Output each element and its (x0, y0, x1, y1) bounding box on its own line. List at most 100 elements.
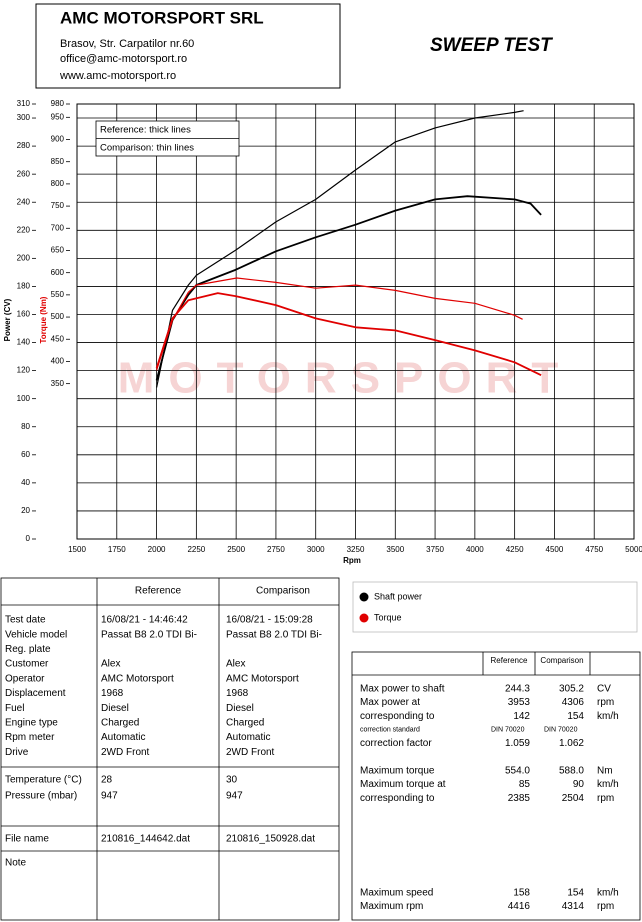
y-tick-label: 120 (17, 366, 31, 375)
y2-tick-label: 900 (51, 135, 65, 144)
x-tick-label: 3250 (347, 545, 365, 554)
x-axis-label: Rpm (343, 556, 361, 565)
cell-value: 2WD Front (226, 747, 275, 758)
cell-value: Automatic (226, 732, 270, 743)
row-label: Max power at (360, 697, 420, 708)
y-tick-label: 80 (21, 422, 30, 431)
cell-value: AMC Motorsport (101, 673, 174, 684)
y-tick-label: 200 (17, 253, 31, 262)
column-header: Comparison (256, 586, 310, 597)
y2-tick-label: 750 (51, 201, 65, 210)
cell-value: 4306 (562, 697, 585, 708)
row-label: Operator (5, 673, 45, 684)
cell-value: 2385 (508, 793, 531, 804)
curve (155, 195, 542, 381)
row-label: correction standard (360, 727, 420, 734)
unit: km/h (597, 888, 619, 899)
company: AMC MOTORSPORT SRL (60, 8, 264, 27)
cell-value: Passat B8 2.0 TDI Bi- (226, 629, 322, 640)
cell-value: 1968 (226, 688, 249, 699)
y-tick-label: 40 (21, 478, 30, 487)
x-tick-label: 4250 (506, 545, 524, 554)
cell-value: 16/08/21 - 15:09:28 (226, 615, 313, 626)
cell-value: Diesel (101, 703, 129, 714)
y2-tick-label: 800 (51, 179, 65, 188)
row-label: Maximum rpm (360, 901, 423, 912)
x-tick-label: 5000 (625, 545, 642, 554)
cell-value: Passat B8 2.0 TDI Bi- (101, 629, 197, 640)
x-tick-label: 1750 (108, 545, 126, 554)
y2-tick-label: 950 (51, 112, 65, 121)
row-label: corresponding to (360, 793, 435, 804)
cell-value: 4416 (508, 901, 531, 912)
cell-value: 554.0 (505, 766, 530, 777)
row-label: Maximum torque at (360, 779, 446, 790)
legend-label: Shaft power (374, 591, 422, 601)
cell-value: 244.3 (505, 684, 530, 695)
y-tick-label: 20 (21, 506, 30, 515)
y-tick-label: 240 (17, 197, 31, 206)
cell-value: Automatic (101, 732, 145, 743)
cell-value: DIN 70020 (544, 727, 578, 734)
cell-value: 1.059 (505, 738, 530, 749)
header-box (35, 3, 341, 89)
cell-value: 154 (567, 711, 584, 722)
y2-tick-label: 850 (51, 157, 65, 166)
cell-value: 142 (513, 711, 530, 722)
cell-value: 1968 (101, 688, 124, 699)
y2-tick-label: 450 (51, 334, 65, 343)
unit: CV (597, 684, 611, 695)
cell-value: Charged (101, 718, 139, 729)
unit: km/h (597, 779, 619, 790)
y2-tick-label: 400 (51, 357, 65, 366)
address: Brasov, Str. Carpatilor nr.60 (60, 38, 194, 50)
cell-value: 947 (101, 791, 118, 802)
curve (156, 277, 523, 371)
row-label: correction factor (360, 738, 432, 749)
row-label: Customer (5, 659, 49, 670)
cell-value: 158 (513, 888, 530, 899)
cell-value: 4314 (562, 901, 585, 912)
row-label: Pressure (mbar) (5, 791, 77, 802)
y-tick-label: 0 (26, 534, 31, 543)
column-header: Reference (491, 656, 528, 665)
x-tick-label: 4000 (466, 545, 484, 554)
cell-value: Diesel (226, 703, 254, 714)
row-label: Temperature (°C) (5, 775, 82, 786)
row-label: File name (5, 834, 49, 845)
column-header: Comparison (540, 656, 583, 665)
y-tick-label: 300 (17, 113, 31, 122)
row-label: Displacement (5, 688, 66, 699)
legend-swatch (359, 592, 369, 602)
unit: km/h (597, 711, 619, 722)
report-title: SWEEP TEST (430, 35, 553, 56)
y2-tick-label: 550 (51, 290, 65, 299)
watermark: MOTORSPORT (118, 354, 573, 403)
y2-tick-label: 500 (51, 312, 65, 321)
note: Comparison: thin lines (100, 143, 194, 154)
cell-value: 210816_144642.dat (101, 834, 190, 845)
cell-value: 305.2 (559, 684, 584, 695)
x-tick-label: 4500 (546, 545, 564, 554)
y-axis-label: Power (CV) (3, 298, 12, 341)
legend-label: Torque (374, 612, 402, 622)
row-label: Reg. plate (5, 644, 51, 655)
y-tick-label: 60 (21, 450, 30, 459)
cell-value: AMC Motorsport (226, 673, 299, 684)
info-table-border (0, 577, 340, 921)
cell-value: 16/08/21 - 14:46:42 (101, 615, 188, 626)
results-table-border (351, 651, 641, 921)
row-label: Maximum speed (360, 888, 433, 899)
row-label: Drive (5, 747, 29, 758)
cell-value: 85 (519, 779, 531, 790)
row-label: Max power to shaft (360, 684, 445, 695)
row-label: Test date (5, 615, 46, 626)
unit: rpm (597, 697, 614, 708)
row-label: Note (5, 858, 27, 869)
cell-value: Alex (101, 659, 120, 670)
unit: rpm (597, 901, 614, 912)
x-tick-label: 3500 (386, 545, 404, 554)
x-tick-label: 2500 (227, 545, 245, 554)
